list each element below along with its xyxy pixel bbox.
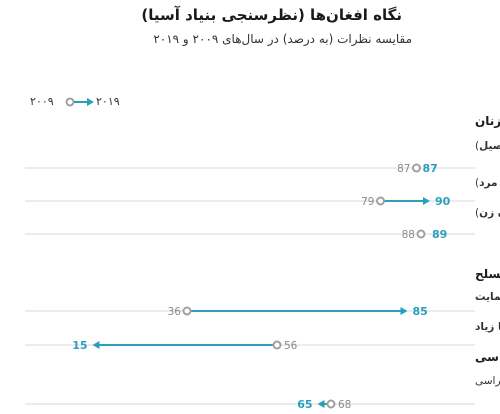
row-label: رضایت از نحوه اجرای دموکراسی (475, 375, 500, 387)
value-2009: 68 (338, 399, 351, 411)
arrow-head (423, 197, 430, 205)
arrow-head (317, 400, 325, 408)
value-2019: 15 (72, 339, 87, 352)
dot-2009 (182, 306, 192, 316)
section-title: حقوق زنان (475, 114, 500, 129)
value-2009: 56 (284, 340, 298, 352)
chart-subtitle: مقایسه نظرات (به درصد) در سال‌های ۲۰۰۹ و… (153, 32, 412, 46)
dot-2009 (272, 340, 282, 350)
arrow-head (400, 307, 408, 315)
chart-title: نگاه افغان‌ها (نظرسنجی بنیاد آسیا) (141, 6, 402, 24)
legend-year-2019: ۲۰۱۹ (96, 95, 120, 108)
arrow-head (92, 341, 100, 349)
dot-2009 (376, 196, 385, 206)
row-label: موافق با حق رأی زنان (پاسخ دهندگان مرد) (475, 175, 500, 189)
dot-2009 (416, 229, 426, 239)
value-2019: 85 (413, 305, 428, 318)
value-2019: 90 (435, 195, 451, 208)
row-label: موافق با حق تحصیل زنان (موافق با برابری … (475, 140, 500, 152)
value-2019: 89 (432, 228, 447, 241)
value-2009: 79 (361, 196, 374, 208)
value-2009: 87 (397, 163, 410, 175)
dot-2009 (326, 399, 336, 409)
value-2019: 65 (297, 398, 312, 411)
dot-2009 (412, 163, 421, 173)
value-2009: 88 (402, 229, 415, 241)
section-title: دموکراسی (475, 350, 500, 365)
legend-year-2009: ۲۰۰۹ (30, 95, 54, 108)
value-2019: 87 (423, 162, 438, 175)
row-label: موافق با حق رأی زنان (پاسخ دهندگان زن) (475, 205, 500, 219)
value-2009: 36 (168, 306, 182, 318)
